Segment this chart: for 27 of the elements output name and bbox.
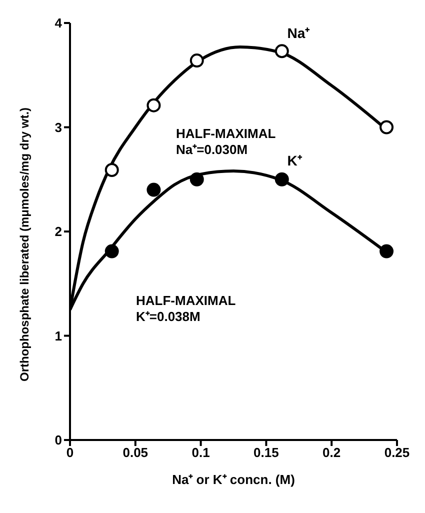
annotation: HALF-MAXIMAL Na⁺=0.030M (176, 126, 276, 158)
point (190, 54, 204, 68)
x-tick-label: 0.05 (122, 445, 148, 460)
x-tick-label: 0.1 (192, 445, 210, 460)
point (190, 172, 204, 186)
point (104, 162, 119, 177)
y-tick-label: 1 (54, 328, 62, 344)
point (146, 182, 161, 197)
series-label: Na⁺ (287, 25, 310, 42)
series-label: K⁺ (287, 152, 302, 168)
x-tick-label: 0.2 (322, 445, 341, 460)
point (274, 44, 289, 58)
x-axis-title: Na⁺ or K⁺ concn. (M) (172, 472, 295, 487)
y-tick-label: 3 (54, 120, 62, 135)
y-tick-label: 0 (54, 432, 62, 448)
point (274, 172, 289, 186)
point (104, 244, 119, 258)
y-axis-title: Orthophosphate liberated (mμmoles/mg dry wt.) (17, 107, 32, 382)
x-tick-label: 0 (66, 445, 74, 460)
point (380, 244, 394, 258)
y-tick-label: 2 (54, 224, 62, 240)
annotation: HALF-MAXIMAL K⁺=0.038M (136, 293, 236, 325)
point (146, 98, 161, 112)
point (380, 120, 394, 134)
x-tick-label: 0.15 (254, 445, 279, 460)
x-tick-label: 0.25 (384, 445, 410, 460)
y-tick-label: 4 (54, 16, 63, 31)
